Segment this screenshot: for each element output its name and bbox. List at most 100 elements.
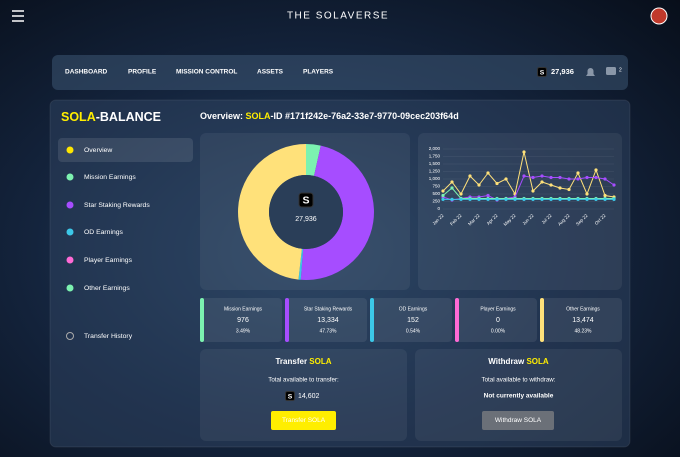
card-percent: 0.00% xyxy=(491,328,506,334)
series-point xyxy=(540,174,544,178)
donut-slice xyxy=(238,144,306,280)
nav-link[interactable]: PLAYERS xyxy=(303,69,334,76)
card-name: Player Earnings xyxy=(480,306,516,312)
series-point xyxy=(531,197,535,201)
panel-title-text: Withdraw xyxy=(488,357,526,366)
sidebar-icon xyxy=(66,284,74,292)
summary-card xyxy=(370,298,452,342)
card-stripe xyxy=(540,298,544,342)
series-point xyxy=(522,197,526,201)
series-point xyxy=(585,197,589,201)
series-point xyxy=(441,197,445,201)
sola-icon-letter: S xyxy=(302,194,309,206)
donut-hole xyxy=(269,175,343,249)
active-item-bg xyxy=(58,138,193,162)
avatar[interactable] xyxy=(650,7,668,25)
card-percent: 48.23% xyxy=(575,328,593,334)
series-point xyxy=(558,186,562,190)
series-point xyxy=(441,193,445,198)
series-point xyxy=(549,183,553,187)
series-point xyxy=(486,197,490,201)
series-point xyxy=(486,193,490,198)
donut-slice xyxy=(300,145,374,281)
transfer-button-bg[interactable] xyxy=(271,411,336,430)
nav-link[interactable]: MISSION CONTROL xyxy=(176,69,237,76)
series-point xyxy=(450,180,454,184)
withdraw-button-bg xyxy=(482,411,554,430)
series-point xyxy=(477,197,481,201)
notification-count: 2 xyxy=(619,67,622,73)
donut-slice xyxy=(298,248,304,280)
sola-icon-letter: S xyxy=(288,393,293,400)
panel-title: Transfer SOLA xyxy=(275,357,331,366)
menu-button[interactable] xyxy=(12,10,24,22)
y-tick-label: 0 xyxy=(437,206,440,211)
series-point xyxy=(504,177,508,181)
bell-icon[interactable] xyxy=(586,68,595,76)
series-point xyxy=(594,175,598,180)
sidebar-item[interactable]: Overview xyxy=(84,147,112,154)
card-amount: 13,474 xyxy=(572,317,594,324)
card-stripe xyxy=(370,298,374,342)
series-point xyxy=(576,177,580,181)
series-point xyxy=(540,180,544,184)
sidebar-icon xyxy=(66,256,74,264)
panel-title-text: Transfer xyxy=(275,357,309,366)
summary-card xyxy=(200,298,282,342)
sidebar-item[interactable]: Mission Earnings xyxy=(84,174,136,181)
card-amount: 976 xyxy=(237,317,249,324)
overview-id: -ID #171f242e-76a2-33e7-9770-09cec203f64… xyxy=(271,111,459,121)
sidebar-title: SOLA-BALANCE xyxy=(61,110,161,124)
series-point xyxy=(549,197,553,201)
transfer-amount: 14,602 xyxy=(298,393,320,400)
sidebar-item[interactable]: OD Earnings xyxy=(84,229,124,236)
y-tick-label: 1,250 xyxy=(429,169,441,174)
transfer-card xyxy=(200,349,407,441)
series-point xyxy=(612,197,616,201)
series-point xyxy=(603,177,607,181)
nav-link[interactable]: PROFILE xyxy=(128,69,157,76)
panel-label: Total available to withdraw: xyxy=(482,377,556,384)
series-line xyxy=(442,151,615,198)
sidebar-icon xyxy=(66,146,74,154)
series-point xyxy=(459,197,463,201)
y-tick-label: 750 xyxy=(432,184,440,189)
series-point xyxy=(450,197,454,201)
card-stripe xyxy=(455,298,459,342)
nav-link[interactable]: ASSETS xyxy=(257,69,284,76)
sidebar-item[interactable]: Transfer History xyxy=(84,333,133,340)
series-point xyxy=(612,183,616,187)
sidebar-item[interactable]: Star Staking Rewards xyxy=(84,202,150,209)
title-highlight: SOLA xyxy=(61,110,96,124)
transfer-button[interactable]: Transfer SOLA xyxy=(282,417,326,424)
card-amount: 0 xyxy=(496,317,500,324)
series-point xyxy=(594,197,598,201)
series-point xyxy=(576,171,580,175)
overview-label: Overview: xyxy=(200,111,246,121)
series-point xyxy=(468,197,472,201)
series-point xyxy=(585,175,589,180)
y-tick-label: 500 xyxy=(432,191,440,196)
series-point xyxy=(567,177,571,181)
wallet-icon[interactable] xyxy=(606,67,616,75)
title-rest: -BALANCE xyxy=(96,110,161,124)
card-stripe xyxy=(200,298,204,342)
panel-label: Total available to transfer: xyxy=(268,377,339,384)
series-point xyxy=(594,168,598,172)
series-point xyxy=(504,197,508,201)
y-tick-label: 1,750 xyxy=(429,154,441,159)
series-point xyxy=(459,192,463,196)
y-tick-label: 1,500 xyxy=(429,161,441,166)
sidebar-item[interactable]: Other Earnings xyxy=(84,285,130,292)
sidebar-item[interactable]: Player Earnings xyxy=(84,257,133,264)
sola-icon xyxy=(298,192,314,208)
overview-highlight: SOLA xyxy=(246,111,272,121)
nav-balance: 27,936 xyxy=(551,67,574,76)
sidebar-icon xyxy=(66,173,74,181)
line-card xyxy=(418,133,622,290)
card-name: Mission Earnings xyxy=(224,306,263,312)
series-point xyxy=(585,192,589,196)
nav-link[interactable]: DASHBOARD xyxy=(65,69,108,76)
